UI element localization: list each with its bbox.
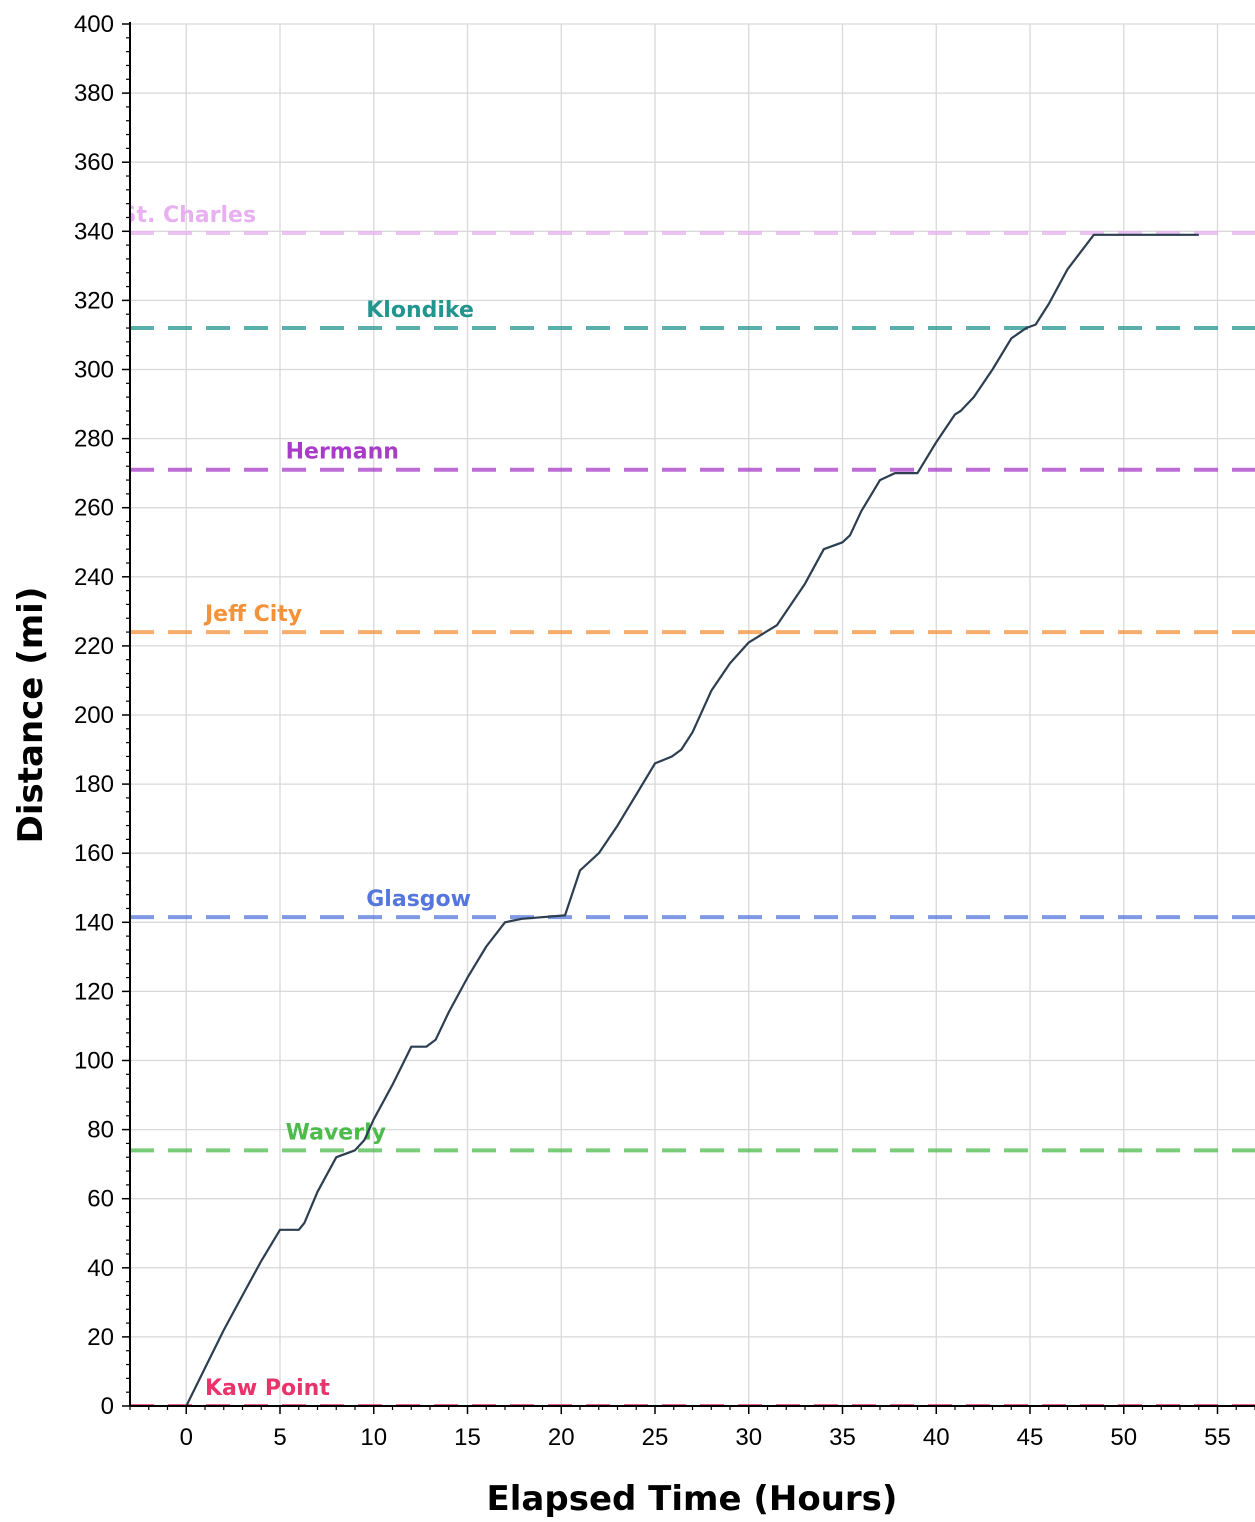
y-tick-label: 0 [101,1393,114,1420]
reference-line-label: Kaw Point [205,1376,330,1401]
x-tick-label: 35 [829,1424,856,1451]
reference-line-label: Hermann [286,440,399,465]
x-tick-label: 0 [180,1424,193,1451]
x-tick-label: 5 [273,1424,286,1451]
y-tick-label: 80 [87,1117,114,1144]
series-line [185,233,1199,1406]
reference-line-label: St. Charles [121,203,256,228]
y-tick-label: 60 [87,1186,114,1213]
y-tick-label: 220 [74,633,114,660]
grid-lines [130,23,1255,1406]
y-tick-label: 260 [74,495,114,522]
reference-line-label: Glasgow [366,887,471,912]
axes: 0 5 10 15 20 25 30 35 40 45 50 55 0 20 40 60 80 100 120 140… [74,11,1255,1451]
y-tick-label: 280 [74,426,114,453]
reference-line-label: Klondike [366,298,474,323]
y-tick-label: 20 [87,1324,114,1351]
y-tick-label: 120 [74,978,114,1005]
x-tick-label: 45 [1017,1424,1044,1451]
x-tick-label: 40 [923,1424,950,1451]
x-tick-label: 15 [454,1424,481,1451]
reference-line-label: Waverly [286,1120,386,1145]
y-tick-label: 140 [74,909,114,936]
x-tick-label: 10 [360,1424,387,1451]
x-tick-label: 50 [1110,1424,1137,1451]
y-axis-title: Distance (mi) [11,587,51,844]
y-tick-label: 380 [74,80,114,107]
x-axis-title: Elapsed Time (Hours) [487,1479,898,1519]
y-tick-label: 100 [74,1048,114,1075]
x-tick-label: 55 [1204,1424,1231,1451]
x-tick-label: 20 [548,1424,575,1451]
y-tick-label: 200 [74,702,114,729]
reference-line-label: Jeff City [203,602,302,627]
y-tick-label: 340 [74,218,114,245]
y-tick-label: 400 [74,11,114,38]
y-tick-label: 360 [74,149,114,176]
y-tick-label: 180 [74,771,114,798]
y-tick-label: 40 [87,1255,114,1282]
x-tick-label: 30 [735,1424,762,1451]
x-tick-label: 25 [642,1424,669,1451]
series-layer [185,233,1199,1406]
y-tick-label: 320 [74,287,114,314]
station-reference-lines: Kaw Point Waverly Glasgow Jeff City Hermann K… [121,203,1255,1406]
y-tick-label: 300 [74,357,114,384]
y-tick-label: 240 [74,564,114,591]
y-tick-label: 160 [74,840,114,867]
